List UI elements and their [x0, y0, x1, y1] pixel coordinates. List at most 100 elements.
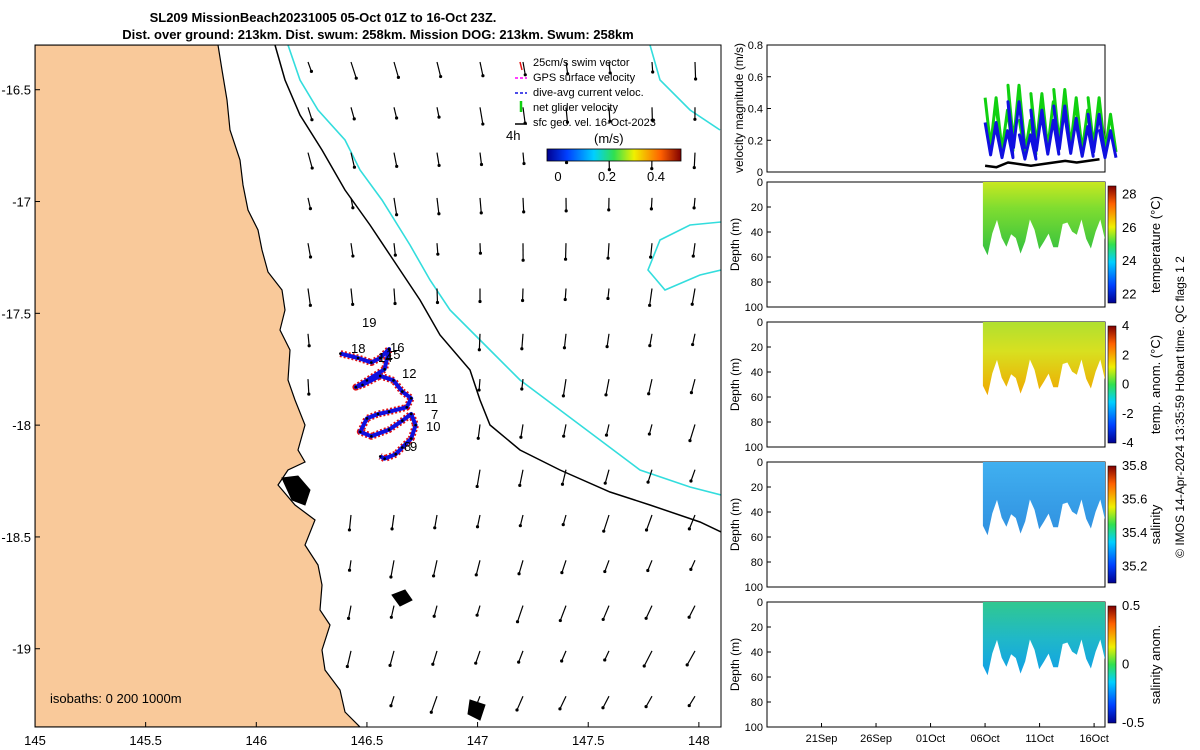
- velocity-vector: [608, 61, 611, 74]
- velocity-line-dive-avg: [983, 100, 1118, 161]
- track-point: [387, 428, 391, 431]
- velocity-vector: [561, 469, 567, 485]
- velocity-vector: [478, 333, 481, 350]
- velocity-vector-head: [346, 616, 351, 620]
- colorbar-tick-1: 0.2: [598, 169, 616, 184]
- velocity-vector-head: [517, 660, 521, 664]
- velocity-vector-head: [646, 480, 650, 484]
- depth-tick-label: 20: [751, 482, 763, 494]
- velocity-vector-head: [693, 77, 698, 81]
- velocity-vector-head: [647, 392, 651, 396]
- map-xtick-label: 147: [467, 733, 489, 748]
- colorbar-tick-label: -4: [1122, 435, 1134, 450]
- depth-ylabel: Depth (m): [728, 638, 742, 691]
- velocity-vector-head: [520, 387, 524, 391]
- velocity-vector: [350, 288, 354, 305]
- track-point: [401, 390, 404, 393]
- surface-velocity-vectors: [307, 61, 698, 714]
- velocity-vector: [607, 288, 610, 299]
- velocity-vector: [479, 107, 484, 125]
- velocity-series: [983, 83, 1118, 169]
- velocity-vector: [686, 650, 696, 666]
- velocity-vector: [607, 243, 610, 259]
- velocity-vector-head: [396, 75, 401, 79]
- velocity-vector-head: [650, 118, 654, 122]
- velocity-vector-head: [563, 257, 568, 261]
- depth-section-sal-anom: [982, 602, 1105, 676]
- track-point: [405, 405, 409, 409]
- velocity-vector-head: [689, 567, 693, 572]
- depth-tick-label: 20: [751, 622, 763, 634]
- velocity-ytick-label: 0.4: [748, 104, 763, 116]
- track-point: [370, 435, 373, 438]
- date-tick-label: 11Oct: [1025, 733, 1054, 745]
- velocity-vector: [602, 695, 610, 708]
- velocity-vector-head: [390, 527, 394, 531]
- colorbar-tick-label: 35.2: [1122, 558, 1147, 573]
- velocity-vector-head: [561, 394, 565, 398]
- velocity-vector: [393, 243, 396, 256]
- velocity-vector: [562, 514, 567, 525]
- velocity-vector: [649, 333, 653, 346]
- track-point: [365, 379, 369, 382]
- footer-credit: © IMOS 14-Apr-2024 13:35:59 Hobart time.…: [1173, 256, 1187, 558]
- track-label-11: 11: [424, 391, 438, 406]
- velocity-vector-head: [647, 432, 651, 436]
- velocity-vector: [605, 424, 610, 436]
- velocity-ytick-label: 0.8: [748, 40, 763, 52]
- velocity-vector-head: [521, 258, 525, 262]
- velocity-vector: [475, 650, 481, 664]
- depth-tick-label: 100: [745, 722, 763, 734]
- velocity-vector: [522, 61, 526, 75]
- velocity-vector-head: [692, 165, 696, 170]
- velocity-vector-head: [481, 122, 485, 126]
- colorbar-salinity: [1107, 465, 1117, 584]
- velocity-vector-head: [558, 618, 562, 623]
- velocity-vector: [559, 695, 567, 710]
- legend-sfc: sfc geo. vel. 16-Oct-2023: [533, 117, 656, 129]
- colorbar-label-temp-anom: temp. anom. (°C): [1148, 335, 1163, 434]
- velocity-vector-head: [564, 209, 568, 213]
- velocity-vector: [389, 650, 395, 666]
- velocity-vector-head: [603, 481, 607, 485]
- velocity-vector-head: [648, 303, 652, 307]
- map-xtick-label: 147.5: [572, 733, 605, 748]
- velocity-vector: [604, 650, 610, 661]
- velocity-vector: [393, 152, 398, 167]
- velocity-vector-head: [603, 569, 607, 574]
- velocity-vector: [477, 424, 481, 439]
- velocity-ytick-label: 0.6: [748, 72, 763, 84]
- colorbar-tick-label: 0: [1122, 657, 1129, 672]
- colorbar-label-salinity: salinity: [1148, 504, 1163, 544]
- depth-tick-label: 100: [745, 302, 763, 314]
- velocity-vector-head: [651, 70, 655, 74]
- velocity-vector: [647, 469, 653, 483]
- velocity-vector: [307, 61, 312, 72]
- colorbar-tick-2: 0.4: [647, 169, 665, 184]
- velocity-vector-head: [520, 347, 524, 351]
- map-axis-ticks: 145 145.5 146 146.5 147 147.5 148-16.5-17-17.5…: [1, 83, 709, 748]
- depth-panel-sal-anom: 0 20 40 60 80 100 Depth (m) -0.5 0 0.5 salinity an…: [728, 597, 1163, 734]
- velocity-vector: [564, 288, 567, 300]
- velocity-vector-head: [687, 703, 691, 708]
- velocity-vector-head: [644, 705, 648, 709]
- velocity-vector-head: [475, 613, 479, 617]
- velocity-vector-head: [477, 348, 481, 352]
- map-frame: [34, 44, 722, 728]
- velocity-vector-head: [308, 303, 312, 307]
- colorbar-tick-label: 24: [1122, 253, 1136, 268]
- velocity-vector: [648, 378, 653, 394]
- velocity-vector-head: [563, 297, 567, 302]
- velocity-vector-head: [522, 210, 526, 214]
- velocity-vector-head: [607, 208, 611, 212]
- velocity-vector: [436, 197, 440, 214]
- depth-section-temperature: [982, 182, 1105, 256]
- velocity-vector-head: [310, 118, 314, 122]
- velocity-vector: [393, 288, 396, 304]
- velocity-vector: [347, 605, 352, 619]
- colorbar-tick-label: 22: [1122, 287, 1136, 302]
- date-tick-label: 06Oct: [970, 733, 999, 745]
- velocity-vector-head: [689, 391, 694, 395]
- velocity-vector: [688, 514, 696, 530]
- velocity-vector-head: [472, 709, 476, 713]
